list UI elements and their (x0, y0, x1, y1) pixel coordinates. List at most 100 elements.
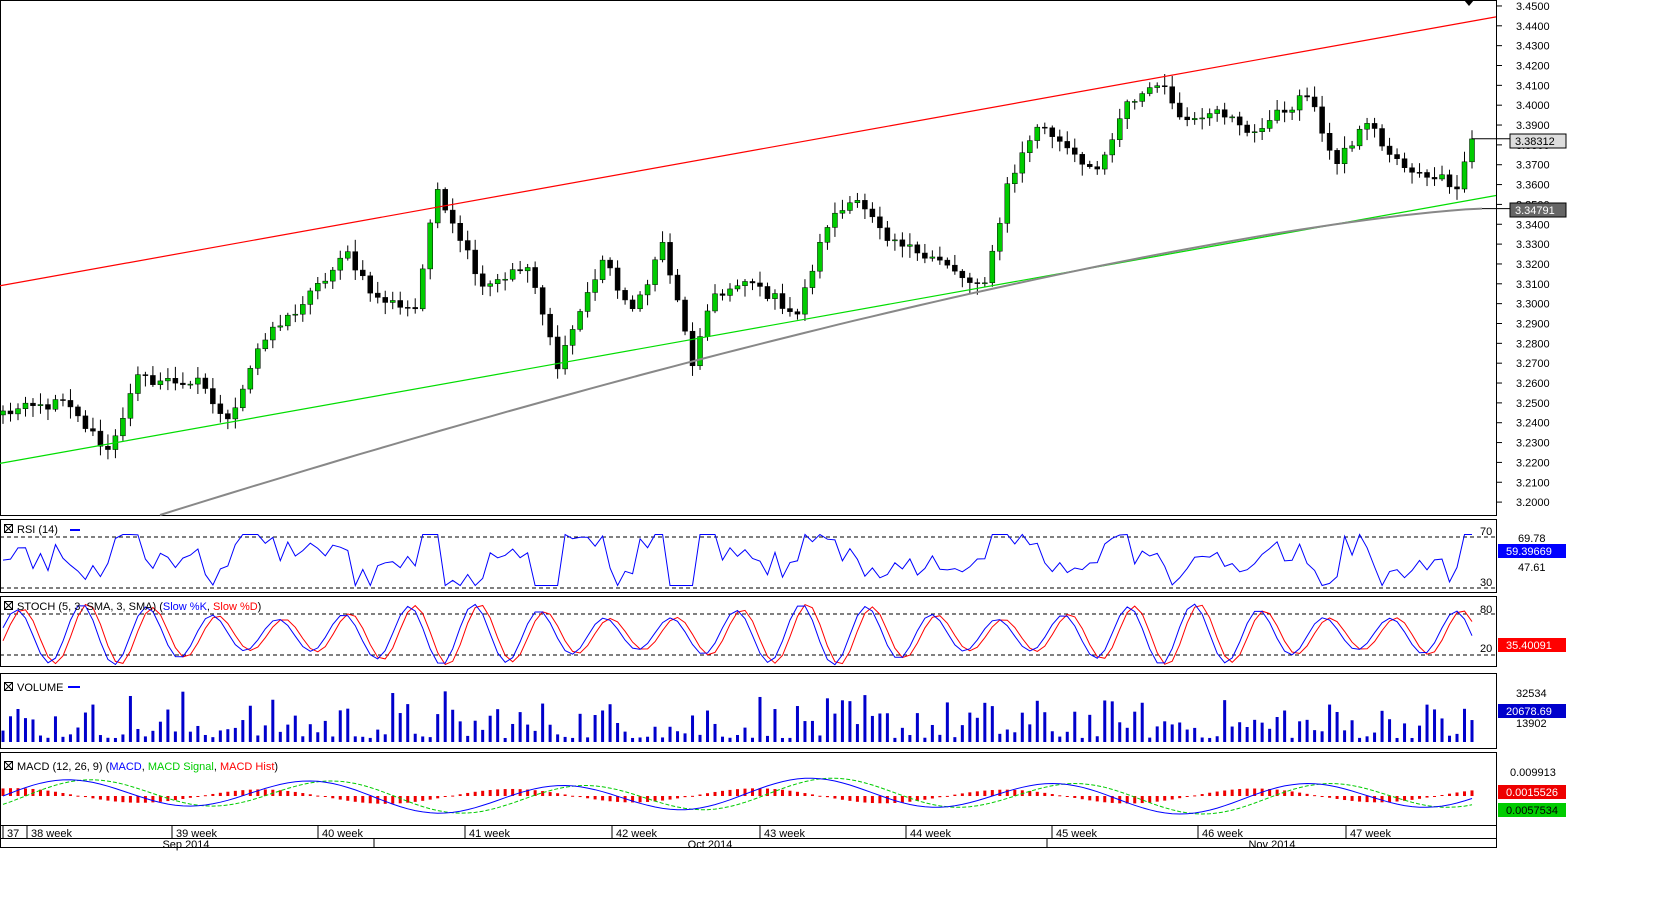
candle-body (824, 227, 831, 243)
macd-hist-bar (1335, 796, 1339, 799)
volume-bar (1170, 724, 1174, 742)
volume-bar (331, 736, 335, 742)
volume-bar (511, 723, 515, 742)
candle-body (667, 242, 673, 276)
macd-hist-bar (233, 790, 237, 796)
macd-hist-bar (930, 796, 934, 799)
macd-hist-bar (1140, 796, 1144, 804)
candle-body (1161, 85, 1168, 87)
macd-hist-bar (421, 796, 425, 801)
volume-bar (728, 737, 732, 742)
macd-hist-bar (1410, 796, 1414, 800)
candle-body (187, 383, 194, 386)
svg-text:35.40091: 35.40091 (1506, 640, 1552, 652)
macd-hist-bar (653, 796, 657, 802)
candle-body (1049, 127, 1056, 137)
macd-hist-bar (1320, 796, 1324, 797)
volume-bar (68, 734, 72, 742)
candle-body (337, 257, 344, 271)
volume-bar (158, 721, 162, 742)
price-tick-label: 3.2000 (1516, 497, 1550, 509)
macd-hist-bar (945, 795, 949, 797)
volume-bar (421, 736, 425, 742)
volume-bar (1358, 737, 1362, 742)
candle-body (464, 240, 471, 251)
volume-bar (765, 735, 769, 742)
volume-bar (278, 731, 282, 742)
macd-hist-bar (1313, 795, 1317, 797)
week-label: 38 week (31, 828, 72, 840)
volume-bar (1095, 736, 1099, 742)
svg-text:59.39669: 59.39669 (1506, 546, 1552, 558)
candle-body (1214, 109, 1220, 114)
price-tick-label: 3.4100 (1516, 80, 1550, 92)
macd-hist-bar (803, 793, 807, 796)
macd-hist-bar (1185, 796, 1189, 797)
volume-bar (706, 710, 710, 742)
volume-bar (1065, 731, 1069, 742)
macd-hist-bar (263, 789, 267, 796)
price-tick-label: 3.2600 (1516, 378, 1550, 390)
macd-hist-bar (900, 796, 904, 803)
macd-hist-bar (608, 796, 612, 802)
candle-body (1221, 109, 1228, 118)
rsi-right-label-1: 69.78 (1518, 533, 1546, 545)
price-tick-label: 3.3700 (1516, 160, 1550, 172)
scroll-marker-icon[interactable] (1464, 0, 1474, 6)
macd-hist-bar (46, 790, 50, 796)
price-tick-label: 3.2200 (1516, 457, 1550, 469)
volume-bar (1200, 737, 1204, 742)
volume-bar (1013, 732, 1017, 742)
candle-body (1446, 174, 1453, 188)
candle-body (922, 252, 928, 259)
macd-hist-bar (181, 796, 185, 800)
candle-body (1116, 118, 1123, 140)
macd-hist-bar (68, 794, 72, 796)
candle-body (659, 242, 666, 261)
volume-bar (1440, 718, 1444, 742)
volume-bar (825, 698, 829, 742)
candle-body (982, 282, 988, 285)
volume-bar (1185, 729, 1189, 742)
macd-hist-bar (488, 789, 492, 796)
volume-bar (76, 727, 80, 742)
macd-hist-bar (1343, 796, 1347, 801)
week-label: 40 week (322, 828, 363, 840)
macd-hist-bar (556, 793, 560, 796)
candle-body (1461, 161, 1468, 190)
volume-bar (676, 731, 680, 742)
macd-hist-bar (353, 796, 357, 802)
week-label: 45 week (1056, 828, 1097, 840)
volume-bar (323, 720, 327, 742)
macd-hist-bar (1133, 796, 1137, 804)
candle-body (247, 368, 254, 390)
main-panel (0, 0, 1497, 516)
candle-body (1251, 131, 1258, 133)
candle-body (577, 311, 583, 330)
candle-body (974, 282, 981, 284)
candle-body (180, 382, 186, 385)
volume-bar (1118, 722, 1122, 742)
candle-body (1012, 172, 1018, 184)
candle-body (1019, 152, 1026, 174)
macd-hist-bar (368, 796, 372, 804)
volume-bar (61, 736, 65, 742)
candle-body (832, 212, 838, 228)
candle-body (352, 251, 359, 271)
volume-bar (338, 710, 342, 742)
volume-bar (968, 712, 972, 742)
volume-bar (308, 724, 312, 742)
volume-bar (1028, 724, 1032, 742)
volume-bar (1290, 737, 1294, 742)
macd-hist-bar (1148, 796, 1152, 803)
macd-hist-bar (548, 792, 552, 796)
candle-body (307, 290, 314, 305)
volume-bar (608, 704, 612, 742)
svg-text:20678.69: 20678.69 (1506, 706, 1552, 718)
volume-bar (1350, 720, 1354, 742)
macd-hist-bar (1373, 796, 1377, 803)
price-tick-label: 3.3400 (1516, 219, 1550, 231)
volume-bar (855, 724, 859, 742)
volume-bar (1043, 712, 1047, 742)
price-tick-label: 3.2800 (1516, 338, 1550, 350)
